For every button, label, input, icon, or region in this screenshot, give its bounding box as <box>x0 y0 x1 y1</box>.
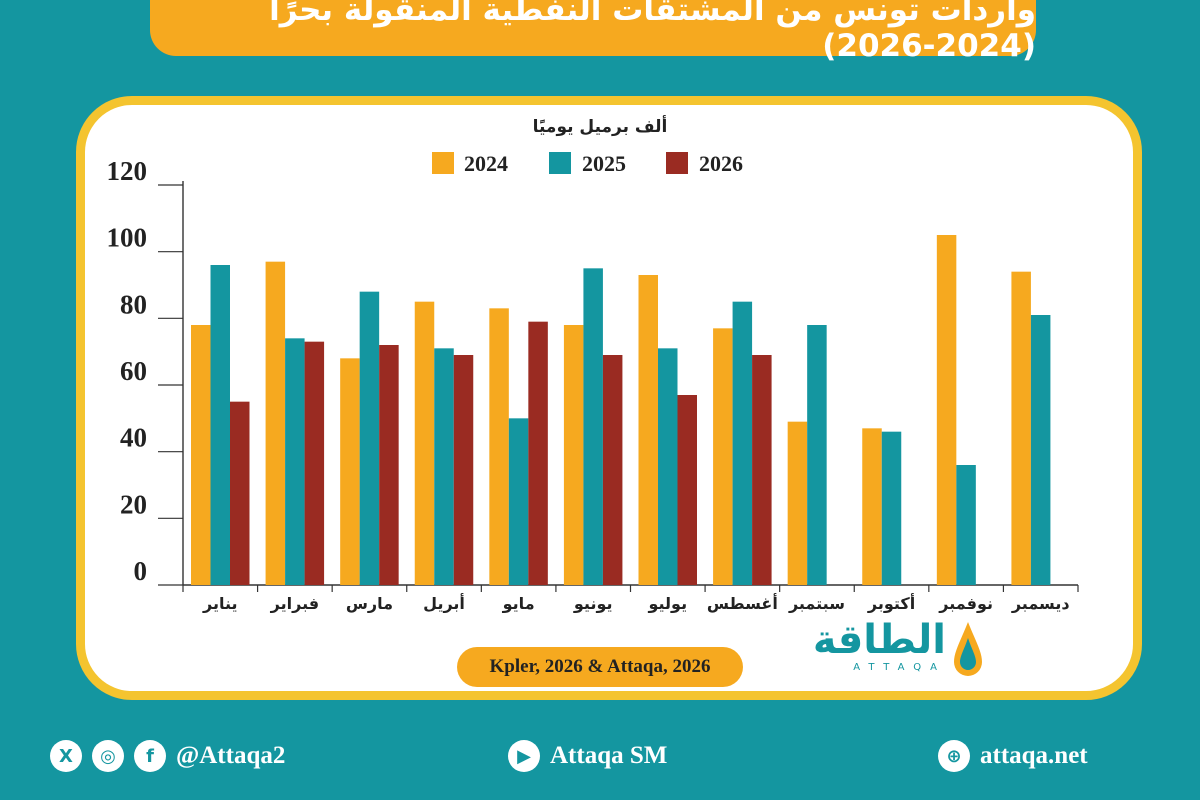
youtube-handle[interactable]: Attaqa SM <box>550 742 668 769</box>
bar-2025 <box>1030 315 1051 585</box>
drop-icon <box>954 622 982 676</box>
social-handle[interactable]: @Attaqa2 <box>176 742 286 769</box>
website-link[interactable]: attaqa.net <box>980 742 1088 769</box>
bar-2026 <box>230 401 250 585</box>
x-tick-label: ديسمبر <box>1011 594 1070 613</box>
x-tick-label: مايو <box>502 594 535 613</box>
bar-2025 <box>881 431 902 585</box>
bar-2025 <box>508 418 529 585</box>
y-tick-label: 20 <box>120 489 147 519</box>
bar-2024 <box>191 325 211 585</box>
x-tick-label: يوليو <box>647 594 687 613</box>
legend-swatch-2025 <box>549 152 571 174</box>
x-tick-label: يونيو <box>573 594 613 613</box>
y-tick-label: 60 <box>120 356 147 386</box>
legend-label-2025: 2025 <box>582 151 626 176</box>
bar-2026 <box>379 345 399 585</box>
legend-swatch-2024 <box>432 152 454 174</box>
y-tick-label: 80 <box>120 289 147 319</box>
bar-2025 <box>434 348 454 585</box>
social-footer: X ◎ f @Attaqa2 <box>50 738 285 774</box>
bar-2024 <box>862 428 882 585</box>
axes <box>158 181 1079 592</box>
x-tick-label: سبتمبر <box>788 594 845 613</box>
y-unit-label: ألف برميل يوميًا <box>532 117 668 137</box>
bars <box>191 235 1051 585</box>
logo-text: الطاقة <box>812 617 946 663</box>
bar-2026 <box>528 321 548 585</box>
bar-2025 <box>285 338 305 585</box>
source-label: Kpler, 2026 & Attaqa, 2026 <box>457 647 743 687</box>
legend-swatch-2026 <box>666 152 688 174</box>
facebook-icon[interactable]: f <box>134 740 166 772</box>
bar-2024 <box>489 308 509 585</box>
bar-2024 <box>340 358 360 585</box>
x-tick-labels: يناير فبراير مارس أبريل مايو يونيو يوليو أغسطس س… <box>202 593 1070 613</box>
bar-2025 <box>732 301 753 585</box>
bar-2025 <box>583 268 603 585</box>
globe-icon[interactable]: ⊕ <box>938 740 970 772</box>
bar-2026 <box>304 341 325 585</box>
x-tick-label: فبراير <box>270 594 319 613</box>
y-tick-label: 120 <box>107 156 148 186</box>
bar-2024 <box>563 325 584 585</box>
y-tick-label: 100 <box>107 223 148 253</box>
logo-subtext: ATTAQA <box>853 662 946 673</box>
youtube-icon[interactable]: ▶ <box>508 740 540 772</box>
chart-title: واردات تونس من المشتقات النفطية المنقولة… <box>269 0 1036 64</box>
x-tick-label: نوفمبر <box>938 594 993 613</box>
bar-2026 <box>677 395 697 585</box>
legend: 2024 2025 2026 <box>432 151 743 176</box>
x-tick-label: أبريل <box>423 593 465 613</box>
bar-2024 <box>638 275 658 585</box>
legend-label-2024: 2024 <box>464 151 508 176</box>
bar-2024 <box>1011 271 1031 585</box>
bar-2026 <box>453 355 474 585</box>
bar-2025 <box>210 265 230 585</box>
bar-2024 <box>936 235 957 585</box>
y-tick-labels: 0 20 40 60 80 100 120 <box>107 156 148 586</box>
bar-2024 <box>713 328 733 585</box>
bar-2024 <box>265 261 286 585</box>
bar-2026 <box>602 355 623 585</box>
bar-2025 <box>658 348 678 585</box>
x-tick-label: أغسطس <box>707 593 778 613</box>
title-banner: واردات تونس من المشتقات النفطية المنقولة… <box>150 0 1036 64</box>
youtube-footer: ▶ Attaqa SM <box>508 738 667 774</box>
x-tick-label: يناير <box>202 594 238 613</box>
instagram-icon[interactable]: ◎ <box>92 740 124 772</box>
bar-2025 <box>359 291 380 585</box>
bar-2024 <box>414 301 435 585</box>
x-tick-label: مارس <box>346 594 393 613</box>
y-tick-label: 0 <box>134 556 148 586</box>
bar-2025 <box>807 325 827 585</box>
legend-label-2026: 2026 <box>699 151 743 176</box>
bar-2024 <box>787 421 808 585</box>
bar-2025 <box>956 465 976 585</box>
bar-2026 <box>752 355 772 585</box>
x-icon[interactable]: X <box>50 740 82 772</box>
website-footer: ⊕ attaqa.net <box>938 738 1088 774</box>
attaqa-logo: الطاقة ATTAQA <box>808 616 988 682</box>
x-tick-label: أكتوبر <box>867 593 915 613</box>
y-tick-label: 40 <box>120 423 147 453</box>
